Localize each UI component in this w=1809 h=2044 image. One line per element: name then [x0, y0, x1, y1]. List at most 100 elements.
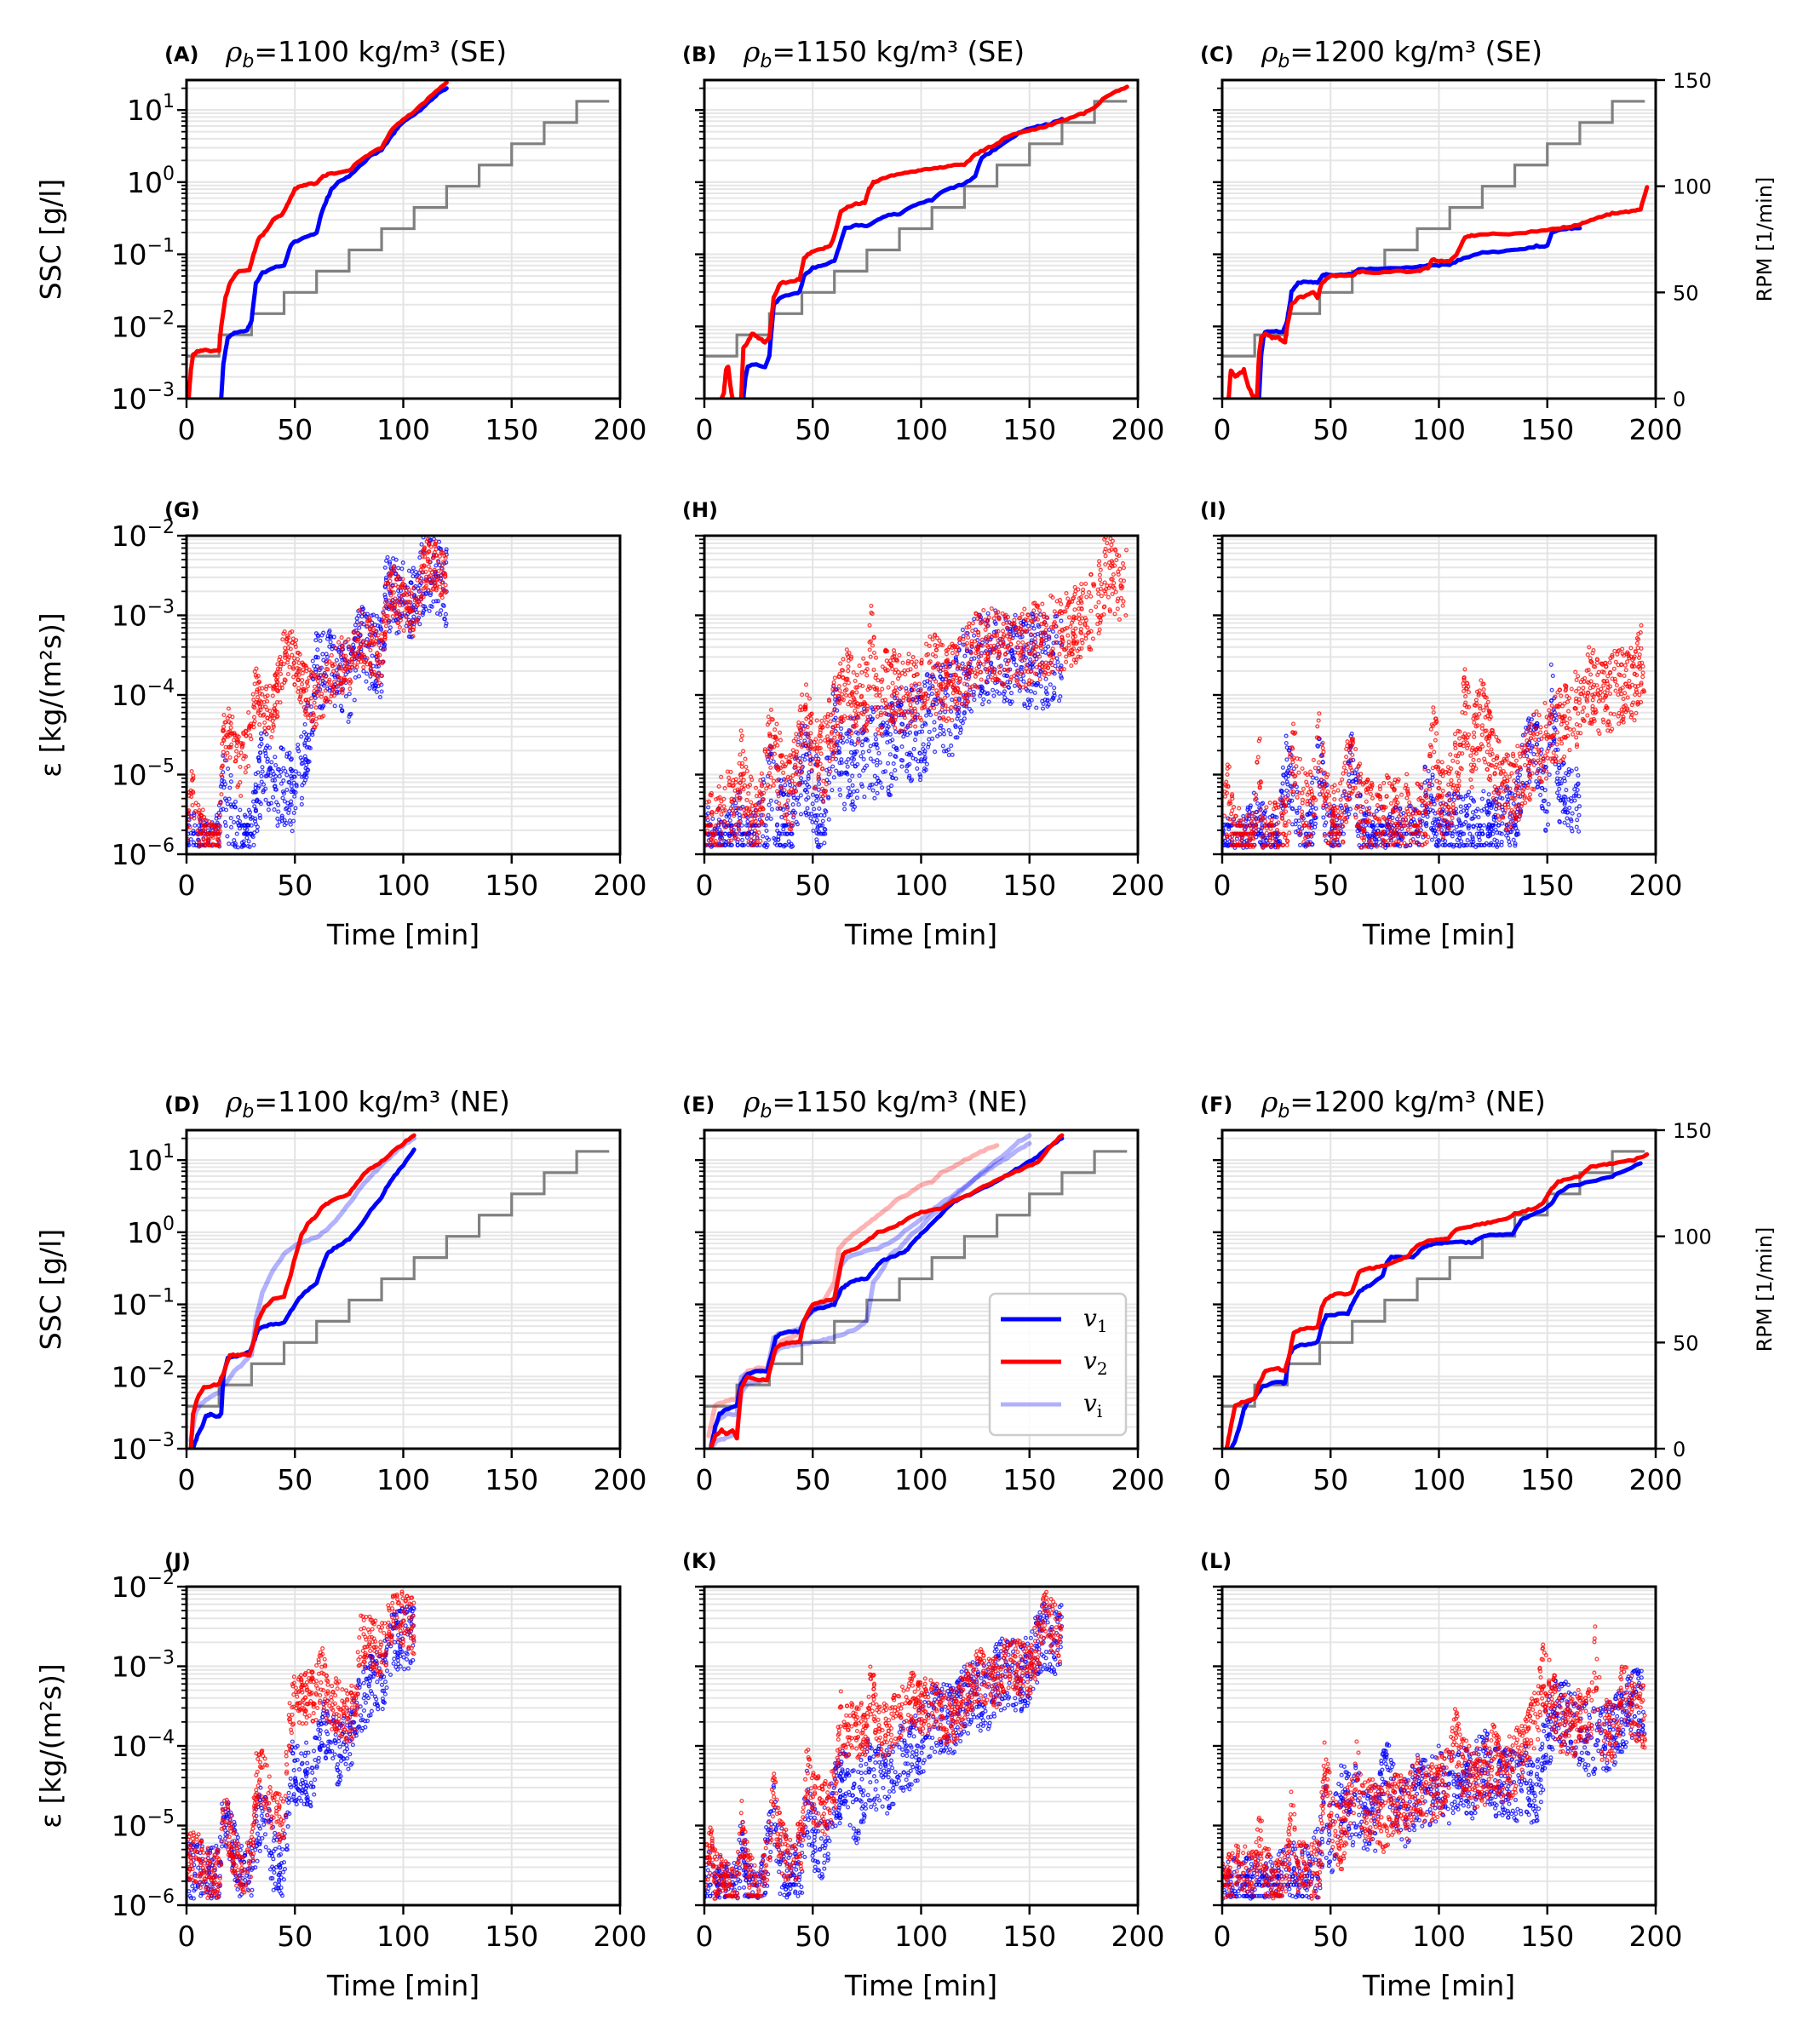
- y-axis: 10−610−510−410−310−2: [112, 517, 187, 871]
- scatter-point-v1: [794, 819, 799, 824]
- scatter-point-v1: [814, 798, 819, 803]
- scatter-point-v1: [948, 732, 953, 737]
- scatter-point-v1: [191, 831, 196, 836]
- scatter-point-v1: [279, 815, 284, 820]
- scatter-point-v2: [753, 785, 759, 790]
- scatter-point-v1: [911, 746, 916, 752]
- scatter-point-v1: [280, 795, 285, 801]
- scatter-point-v2: [228, 744, 233, 750]
- scatter-point-v1: [861, 768, 866, 773]
- scatter-point-v2: [236, 734, 241, 739]
- scatter-point-v1: [815, 844, 820, 849]
- scatter-point-v2: [1088, 647, 1094, 652]
- scatter-point-v2: [867, 647, 872, 652]
- scatter-point-v1: [1354, 767, 1359, 772]
- scatter-point-v2: [705, 828, 710, 833]
- scatter-point-v1: [437, 563, 442, 568]
- scatter-point-v2: [1064, 659, 1069, 664]
- scatter-point-v2: [265, 715, 270, 721]
- scatter-point-v2: [755, 841, 760, 846]
- scatter-point-v1: [960, 661, 965, 666]
- scatter-point-v2: [336, 664, 342, 669]
- scatter-point-v1: [837, 750, 842, 755]
- scatter-point-v2: [1107, 566, 1112, 571]
- scatter-point-v2: [256, 674, 261, 679]
- scatter-point-v2: [772, 751, 778, 756]
- scatter-point-v2: [352, 630, 357, 635]
- scatter-point-v1: [994, 689, 1000, 694]
- scatter-point-v1: [806, 774, 811, 779]
- scatter-point-v2: [383, 613, 389, 619]
- scatter-point-v1: [805, 783, 810, 788]
- scatter-point-v1: [961, 642, 966, 647]
- scatter-point-v2: [768, 707, 773, 713]
- scatter-point-v2: [975, 650, 980, 655]
- scatter-point-v1: [374, 613, 379, 618]
- scatter-point-v2: [420, 550, 425, 555]
- scatter-point-v1: [1481, 789, 1486, 794]
- scatter-point-v1: [1021, 679, 1026, 684]
- scatter-point-v1: [281, 778, 286, 784]
- scatter-point-v2: [1025, 617, 1031, 623]
- scatter-point-v1: [950, 698, 955, 703]
- scatter-point-v1: [857, 773, 862, 778]
- scatter-point-v2: [406, 624, 411, 629]
- scatter-point-v2: [231, 738, 237, 743]
- scatter-point-v2: [1076, 654, 1081, 659]
- grid: [1222, 80, 1656, 400]
- scatter-point-v1: [894, 748, 899, 753]
- scatter-point-v2: [985, 669, 990, 675]
- scatter-point-v2: [407, 620, 412, 625]
- scatter-point-v2: [376, 633, 381, 638]
- scatter-point-v1: [816, 830, 821, 835]
- panel-title: (B) ρb=1150 kg/m³ (SE): [682, 35, 1025, 72]
- scatter-point-v1: [1049, 697, 1054, 703]
- scatter-point-v2: [997, 670, 1002, 675]
- x-tick-label: 0: [696, 869, 714, 902]
- scatter-point-v2: [908, 703, 913, 708]
- scatter-point-v2: [219, 792, 224, 797]
- scatter-point-v2: [916, 681, 922, 686]
- scatter-point-v2: [198, 819, 203, 824]
- scatter-point-v1: [844, 760, 849, 765]
- scatter-point-v2: [1102, 537, 1107, 542]
- scatter-point-v2: [1029, 652, 1034, 657]
- scatter-point-v1: [1019, 676, 1024, 681]
- scatter-point-v2: [221, 728, 226, 734]
- scatter-point-v2: [800, 766, 805, 771]
- scatter-point-v2: [784, 812, 790, 817]
- scatter-point-v2: [967, 621, 972, 626]
- scatter-point-v2: [741, 778, 746, 783]
- scatter-point-v1: [816, 831, 821, 836]
- scatter-point-v2: [1059, 667, 1064, 672]
- scatter-point-v2: [393, 583, 398, 588]
- scatter-point-v2: [336, 666, 342, 671]
- scatter-point-v1: [238, 807, 243, 812]
- scatter-point-v2: [996, 652, 1002, 657]
- scatter-point-v2: [934, 635, 940, 640]
- scatter-point-v2: [775, 764, 780, 769]
- scatter-point-v2: [899, 685, 904, 690]
- y-axis: [1213, 87, 1222, 400]
- scatter-point-v2: [721, 808, 726, 813]
- scatter-point-v1: [443, 623, 448, 629]
- scatter-point-v2: [1042, 614, 1047, 619]
- scatter-point-v2: [426, 588, 431, 593]
- scatter-point-v2: [710, 840, 716, 845]
- scatter-point-v2: [933, 647, 939, 652]
- scatter-point-v2: [1008, 641, 1014, 646]
- scatter-point-v1: [231, 802, 236, 807]
- scatter-point-v2: [744, 764, 749, 769]
- scatter-point-v2: [1054, 623, 1059, 629]
- scatter-point-v2: [375, 676, 380, 681]
- scatter-point-v1: [1022, 701, 1027, 707]
- scatter-point-v2: [415, 577, 420, 583]
- scatter-point-v2: [838, 661, 843, 666]
- scatter-point-v2: [438, 584, 443, 589]
- scatter-point-v1: [1030, 623, 1035, 628]
- scatter-point-v1: [1040, 698, 1045, 703]
- scatter-point-v2: [1118, 577, 1123, 583]
- scatter-point-v1: [890, 738, 895, 743]
- scatter-point-v2: [1078, 627, 1083, 632]
